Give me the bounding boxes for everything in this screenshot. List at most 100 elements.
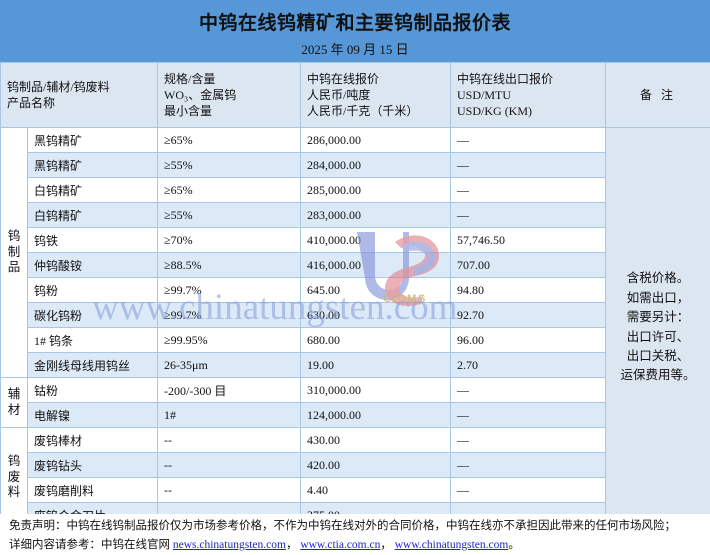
- disclaimer-line-2: 详细内容请参考：中钨在线官网 news.chinatungsten.com， w…: [9, 536, 702, 555]
- cell-price: 124,000.00: [300, 402, 452, 428]
- cell-price: 410,000.00: [300, 227, 452, 253]
- cell-spec: -200/-300 目: [157, 377, 302, 403]
- page-banner: 中钨在线钨精矿和主要钨制品报价表 2025 年 09 月 15 日: [0, 0, 710, 62]
- table-row: 辅 材 钴粉 -200/-300 目 310,000.00 —: [0, 377, 710, 428]
- col-header-spec: 规格/含量 WO₃、金属钨 最小含量: [157, 62, 302, 128]
- cell-product-name: 黑钨精矿: [26, 127, 159, 153]
- cell-spec: 1#: [157, 402, 302, 428]
- cell-product-name: 废钨钻头: [26, 452, 159, 478]
- cell-product-name: 仲钨酸铵: [26, 252, 159, 278]
- separator-1: ，: [285, 538, 301, 551]
- cell-export-price: —: [450, 377, 607, 403]
- cell-export-price: 57,746.50: [450, 227, 607, 253]
- cell-product-name: 金刚线母线用钨丝: [26, 352, 159, 378]
- link-chinatungsten[interactable]: www.chinatungsten.com: [394, 538, 509, 551]
- cell-spec: 26-35μm: [157, 352, 302, 378]
- cell-spec: ≥65%: [157, 127, 302, 153]
- cell-spec: --: [157, 477, 302, 503]
- disclaimer-line-1: 免责声明：中钨在线钨制品报价仅为市场参考价格，不作为中钨在线对外的合同价格，中钨…: [9, 520, 676, 532]
- cell-spec: ≥99.95%: [157, 327, 302, 353]
- col-header-note: 备 注: [605, 62, 710, 128]
- cell-spec: --: [157, 427, 302, 453]
- col-header-product: 钨制品/辅材/钨废料 产品名称: [0, 62, 159, 128]
- cell-spec: ≥65%: [157, 177, 302, 203]
- table-header-row: 钨制品/辅材/钨废料 产品名称 规格/含量 WO₃、金属钨 最小含量 中钨在线报…: [0, 62, 710, 128]
- page-date: 2025 年 09 月 15 日: [301, 42, 409, 57]
- cell-price: 286,000.00: [300, 127, 452, 153]
- cell-export-price: —: [450, 427, 607, 453]
- cell-price: 430.00: [300, 427, 452, 453]
- cell-product-name: 废钨磨削料: [26, 477, 159, 503]
- cell-export-price: —: [450, 452, 607, 478]
- table-row: 钨铁 ≥70% 410,000.00 57,746.50: [1, 227, 710, 253]
- cell-product-name: 白钨精矿: [26, 202, 159, 228]
- col-header-price: 中钨在线报价 人民币/吨度 人民币/千克（千米）: [300, 62, 452, 128]
- page-title: 中钨在线钨精矿和主要钨制品报价表: [198, 13, 511, 34]
- col-header-export-price: 中钨在线出口报价 USD/MTU USD/KG (KM): [450, 62, 607, 128]
- cell-price: 645.00: [300, 277, 452, 303]
- cell-price: 310,000.00: [300, 377, 452, 403]
- category-label-auxiliary-materials: 辅 材: [0, 377, 28, 428]
- cell-product-name: 白钨精矿: [26, 177, 159, 203]
- cell-price: 283,000.00: [300, 202, 452, 228]
- cell-spec: ≥99.7%: [157, 277, 302, 303]
- cell-export-price: 94.80: [450, 277, 607, 303]
- category-label-tungsten-scrap: 钨 废 料: [0, 427, 28, 528]
- cell-product-name: 电解镍: [26, 402, 159, 428]
- cell-spec: ≥70%: [157, 227, 302, 253]
- cell-price: 630.00: [300, 302, 452, 328]
- table-row: 碳化钨粉 ≥99.7% 630.00 92.70: [1, 302, 710, 328]
- cell-price: 284,000.00: [300, 152, 452, 178]
- link-ctia[interactable]: www.ctia.com.cn: [300, 538, 381, 551]
- cell-export-price: —: [450, 152, 607, 178]
- cell-price: 285,000.00: [300, 177, 452, 203]
- cell-export-price: —: [450, 127, 607, 153]
- cell-price: 680.00: [300, 327, 452, 353]
- cell-product-name: 碳化钨粉: [26, 302, 159, 328]
- table-row: 金刚线母线用钨丝 26-35μm 19.00 2.70: [1, 352, 710, 378]
- cell-export-price: 92.70: [450, 302, 607, 328]
- cell-export-price: 96.00: [450, 327, 607, 353]
- table-row: 钨 制 品 黑钨精矿 ≥65% 286,000.00 — 含税价格。 如需出口，…: [0, 127, 710, 528]
- disclaimer-suffix: 。: [508, 538, 520, 551]
- table-row: 1# 钨条 ≥99.95% 680.00 96.00: [1, 327, 710, 353]
- link-news-chinatungsten[interactable]: news.chinatungsten.com: [172, 538, 286, 551]
- cell-price: 416,000.00: [300, 252, 452, 278]
- disclaimer-line-2-prefix: 详细内容请参考：中钨在线官网: [9, 538, 173, 551]
- category-label-tungsten-products: 钨 制 品: [0, 127, 28, 378]
- cell-product-name: 废钨棒材: [26, 427, 159, 453]
- cell-product-name: 钴粉: [26, 377, 159, 403]
- cell-remark: 含税价格。 如需出口， 需要另计： 出口许可、 出口关税、 运保费用等。: [605, 127, 710, 528]
- cell-export-price: —: [450, 202, 607, 228]
- table-row: 白钨精矿 ≥55% 283,000.00 —: [1, 202, 710, 228]
- separator-2: ，: [380, 538, 395, 551]
- cell-spec: ≥88.5%: [157, 252, 302, 278]
- cell-spec: --: [157, 452, 302, 478]
- cell-product-name: 1# 钨条: [26, 327, 159, 353]
- table-row: 钨粉 ≥99.7% 645.00 94.80: [1, 277, 710, 303]
- table-row: 钨 废 料 废钨棒材 -- 430.00 —: [0, 427, 710, 528]
- price-table-container: 钨制品/辅材/钨废料 产品名称 规格/含量 WO₃、金属钨 最小含量 中钨在线报…: [0, 62, 710, 528]
- table-row: 仲钨酸铵 ≥88.5% 416,000.00 707.00: [1, 252, 710, 278]
- table-row: 黑钨精矿 ≥55% 284,000.00 —: [1, 152, 710, 178]
- table-row: 废钨钻头 -- 420.00 —: [1, 452, 710, 478]
- table-row: 电解镍 1# 124,000.00 —: [1, 402, 710, 428]
- disclaimer: 免责声明：中钨在线钨制品报价仅为市场参考价格，不作为中钨在线对外的合同价格，中钨…: [0, 514, 710, 555]
- cell-product-name: 钨粉: [26, 277, 159, 303]
- cell-export-price: 707.00: [450, 252, 607, 278]
- cell-export-price: 2.70: [450, 352, 607, 378]
- table-row: 白钨精矿 ≥65% 285,000.00 —: [1, 177, 710, 203]
- cell-export-price: —: [450, 402, 607, 428]
- cell-spec: ≥55%: [157, 152, 302, 178]
- price-table: 钨制品/辅材/钨废料 产品名称 规格/含量 WO₃、金属钨 最小含量 中钨在线报…: [0, 62, 710, 528]
- table-body: 钨 制 品 黑钨精矿 ≥65% 286,000.00 — 含税价格。 如需出口，…: [0, 127, 710, 528]
- cell-export-price: —: [450, 177, 607, 203]
- cell-price: 19.00: [300, 352, 452, 378]
- cell-product-name: 黑钨精矿: [26, 152, 159, 178]
- cell-spec: ≥55%: [157, 202, 302, 228]
- cell-product-name: 钨铁: [26, 227, 159, 253]
- cell-export-price: —: [450, 477, 607, 503]
- cell-spec: ≥99.7%: [157, 302, 302, 328]
- table-row: 废钨磨削料 -- 4.40 —: [1, 477, 710, 503]
